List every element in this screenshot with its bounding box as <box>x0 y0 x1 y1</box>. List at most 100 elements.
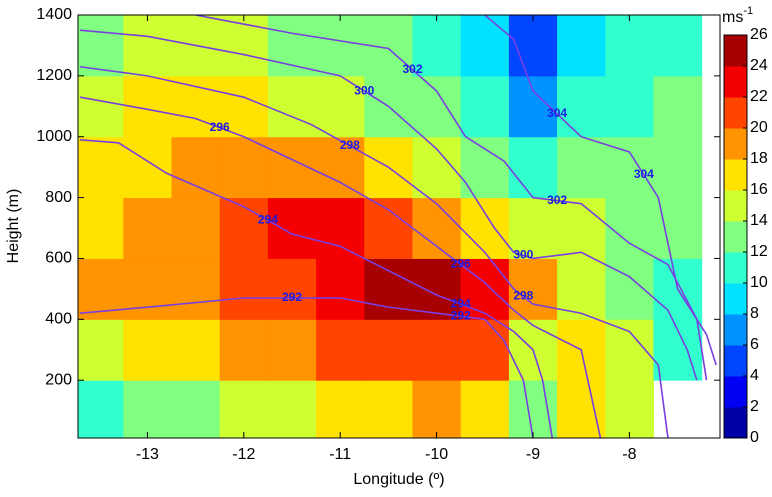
axes: -13 -12 -11 -10 -9 -8200400600800100012001400… <box>36 6 767 463</box>
field-cell <box>219 75 269 138</box>
field-cell <box>412 258 462 320</box>
x-tick-label: -9 <box>526 446 540 463</box>
colorbar-tick-label: 6 <box>750 336 759 353</box>
field-cell <box>219 15 269 77</box>
contour-label: 304 <box>634 167 654 181</box>
y-tick-label: 600 <box>45 250 72 267</box>
field-cell <box>605 197 654 259</box>
field-cell <box>653 136 703 199</box>
contour-label: 298 <box>340 138 360 152</box>
colorbar-band <box>724 190 747 222</box>
colorbar-tick-label: 4 <box>750 367 759 384</box>
field-cell <box>364 258 413 320</box>
contour-label: 296 <box>210 120 230 134</box>
colorbar-tick-label: 24 <box>750 57 768 74</box>
contour-line <box>79 65 669 438</box>
field-cell <box>219 197 269 259</box>
colorbar-band <box>724 283 747 315</box>
field-cell <box>316 319 365 381</box>
field-cell <box>123 319 173 381</box>
field-cell <box>171 319 221 381</box>
field-cell <box>508 136 558 199</box>
field-cell <box>78 380 124 438</box>
field-cell <box>219 380 269 438</box>
field-cell <box>460 380 510 438</box>
field-cell <box>412 380 462 438</box>
y-tick-label: 400 <box>45 311 72 328</box>
field-cell <box>123 15 173 77</box>
unit-exponent: -1 <box>743 5 753 17</box>
field-cell <box>605 319 654 381</box>
colorbar-tick-label: 20 <box>750 119 768 136</box>
field-cell <box>171 380 221 438</box>
x-tick-label: -8 <box>622 446 636 463</box>
contour-label: 300 <box>513 248 533 262</box>
field-cell <box>605 75 654 138</box>
contour-line <box>79 29 698 381</box>
field-cell <box>653 75 703 138</box>
field-cell <box>316 380 365 438</box>
field-cell <box>557 136 606 199</box>
colorbar-band <box>724 345 747 377</box>
colorbar-tick-label: 10 <box>750 274 768 291</box>
field-cell <box>460 197 510 259</box>
colorbar-band <box>724 407 747 439</box>
field-cell <box>267 15 317 77</box>
field-cell <box>267 380 317 438</box>
contour-label: 292 <box>451 308 471 322</box>
colorbar-tick-label: 18 <box>750 150 768 167</box>
field-cell <box>219 136 269 199</box>
colorbar-band <box>724 66 747 98</box>
colorbar-tick-label: 12 <box>750 243 768 260</box>
colorbar-band <box>724 159 747 191</box>
field-cell <box>412 319 462 381</box>
colorbar-tick-label: 2 <box>750 398 759 415</box>
x-tick-label: -12 <box>232 446 255 463</box>
field-cell <box>508 380 558 438</box>
y-axis-title: Height (m) <box>5 189 22 264</box>
colorbar-band <box>724 252 747 284</box>
field-cell <box>460 75 510 138</box>
contour-line <box>79 138 554 438</box>
x-tick-label: -10 <box>425 446 448 463</box>
y-tick-label: 200 <box>45 371 72 388</box>
contour-label: 302 <box>402 62 422 76</box>
contour-line <box>79 96 602 438</box>
field-cell <box>653 15 703 77</box>
colorbar-frame <box>723 34 748 439</box>
field-cell <box>412 197 462 259</box>
colorbar-tick-label: 8 <box>750 305 759 322</box>
field-cell <box>123 136 173 199</box>
field-cell <box>364 319 413 381</box>
field-cell <box>123 197 173 259</box>
field-cell <box>267 319 317 381</box>
plot-frame <box>77 14 721 439</box>
contour-label: 298 <box>513 289 533 303</box>
colorbar-band <box>724 97 747 129</box>
field <box>78 15 703 438</box>
field-cell <box>460 15 510 77</box>
field-cell <box>653 197 703 259</box>
contour-label: 294 <box>451 296 471 310</box>
field-cell <box>508 197 558 259</box>
field-cell <box>123 258 173 320</box>
field-cell <box>78 197 124 259</box>
contour-label: 300 <box>354 83 374 97</box>
field-cell <box>605 15 654 77</box>
field-cell <box>78 319 124 381</box>
field-cell <box>267 75 317 138</box>
field-cell <box>557 75 606 138</box>
field-cell <box>267 258 317 320</box>
field-cell <box>412 136 462 199</box>
field-cell <box>460 136 510 199</box>
field-cell <box>364 197 413 259</box>
y-tick-label: 1000 <box>36 128 72 145</box>
y-tick-label: 1400 <box>36 6 72 23</box>
field-cell <box>219 319 269 381</box>
field-cell <box>171 197 221 259</box>
x-axis-title: Longitude (º) <box>353 471 444 488</box>
colorbar-band <box>724 376 747 408</box>
contour-lines: 2922922942942962962982983003003023023043… <box>79 15 717 438</box>
contour-label: 292 <box>282 290 302 304</box>
